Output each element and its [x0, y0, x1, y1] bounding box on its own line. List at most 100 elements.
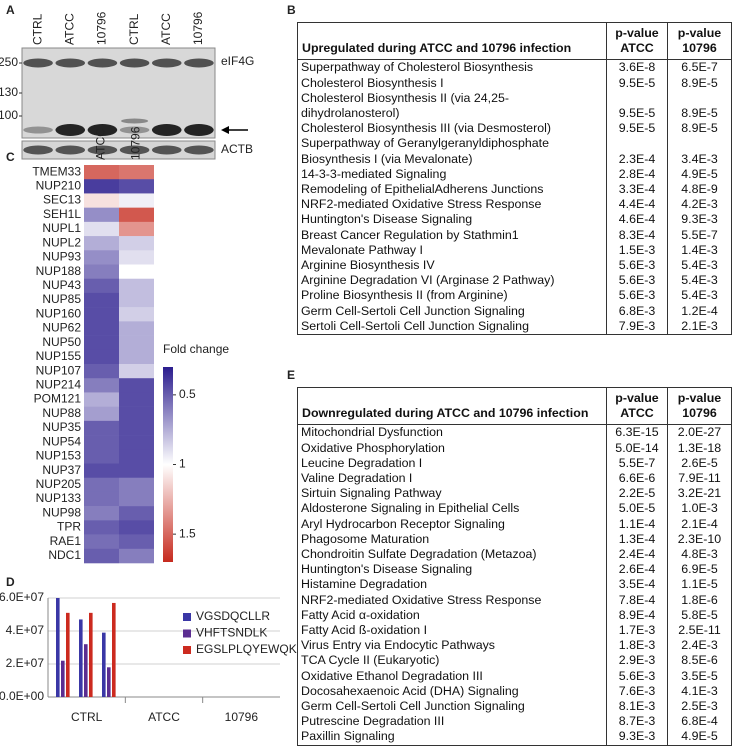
p-value: 6.3E-15 — [606, 424, 668, 441]
heat-cell — [84, 378, 119, 393]
pathway: Huntington's Disease Signaling — [301, 212, 473, 227]
row: Aryl Hydrocarbon Receptor Signaling 1.1E-… — [298, 516, 732, 532]
row-label: NUP107 — [36, 363, 82, 377]
header-row: Upregulated during ATCC and 10796 infect… — [297, 22, 732, 61]
p-value: 5.4E-3 — [667, 288, 732, 304]
p-value: 5.6E-3 — [606, 668, 668, 684]
row: Histamine Degradation 3.5E-4 1.1E-5 — [298, 577, 732, 593]
colorbar — [163, 367, 173, 562]
pathway: NRF2-mediated Oxidative Stress Response — [301, 197, 542, 212]
row: Virus Entry via Endocytic Pathways 1.8E-3… — [298, 638, 732, 654]
band — [55, 145, 86, 155]
arrow-head — [221, 126, 229, 134]
heat-cell — [119, 477, 154, 493]
lane-label: 10796 — [95, 11, 109, 45]
bar — [79, 619, 83, 697]
heat-cell — [119, 193, 154, 208]
heat-cell — [119, 506, 154, 521]
row: Cholesterol Biosynthesis II (via 24,25-d… — [298, 90, 732, 122]
row-label: RAE1 — [50, 534, 82, 548]
colorbar-tick-label: 1.5 — [179, 526, 196, 540]
header-row: Downregulated during ATCC and 10796 infe… — [297, 387, 732, 426]
p-value: 8.1E-3 — [606, 699, 668, 715]
p-value: 2.6E-4 — [606, 562, 668, 578]
blot-main — [21, 47, 216, 139]
pathway-table: Downregulated during ATCC and 10796 infe… — [297, 387, 732, 746]
p-value: 2.1E-4 — [667, 516, 732, 532]
heat-cell — [119, 491, 154, 507]
row-label: NUP155 — [36, 349, 82, 363]
p-value: 1.0E-3 — [667, 501, 732, 517]
legend-swatch — [183, 646, 191, 654]
p-value: 6.8E-3 — [606, 303, 668, 319]
legend-label: EGSLPLQYEWQK — [196, 642, 297, 656]
row-label: TMEM33 — [32, 164, 81, 178]
row: Docosahexaenoic Acid (DHA) Signaling 7.6E… — [298, 683, 732, 700]
heat-cell — [84, 534, 119, 550]
heat-cell — [84, 292, 119, 308]
panel-label: D — [6, 575, 15, 589]
p-value: 2.9E-3 — [606, 653, 668, 669]
heat-cell — [119, 406, 154, 422]
pathway: Sertoli Cell-Sertoli Cell Junction Signa… — [301, 318, 529, 333]
row: Germ Cell-Sertoli Cell Junction Signalin… — [298, 303, 732, 319]
p-value: 4.9E-5 — [667, 729, 732, 746]
p-value: 7.9E-3 — [606, 318, 668, 335]
p-value: 3.5E-5 — [667, 668, 732, 684]
heat-cell — [119, 349, 154, 365]
row: Sirtuin Signaling Pathway 2.2E-5 3.2E-21 — [298, 486, 732, 502]
lane-label: CTRL — [30, 13, 44, 45]
band — [87, 58, 118, 68]
bar — [84, 644, 88, 697]
row-label: TPR — [57, 520, 81, 534]
row: Phagosome Maturation 1.3E-4 2.3E-10 — [298, 531, 732, 548]
heat-cell — [119, 179, 154, 194]
heat-cell — [84, 307, 119, 322]
p-value: 3.3E-4 — [606, 182, 668, 198]
p-value: 5.4E-3 — [667, 273, 732, 289]
p-value: 5.0E-14 — [606, 440, 668, 456]
p-value: 9.5E-5 — [606, 121, 668, 137]
heat-cell — [119, 392, 154, 407]
pathway: Histamine Degradation — [301, 577, 428, 592]
row: Proline Biosynthesis II (from Arginine) 5… — [298, 288, 732, 304]
row: NRF2-mediated Oxidative Stress Response 7… — [298, 592, 732, 608]
p-value: 5.0E-5 — [606, 501, 668, 517]
y-tick-label: 4.E+07 — [6, 623, 45, 637]
p-value: 3.2E-21 — [667, 486, 732, 502]
band — [151, 58, 182, 68]
pathway: TCA Cycle II (Eukaryotic) — [301, 653, 440, 668]
lane-label: ATCC — [159, 13, 173, 45]
row-label: POM121 — [34, 392, 82, 406]
band — [151, 145, 182, 155]
row: Aldosterone Signaling in Epithelial Cell… — [298, 501, 732, 517]
pathway: 14-3-3-mediated Signaling — [301, 166, 447, 181]
heat-cell — [119, 534, 154, 550]
band — [184, 58, 214, 68]
header-cell: Downregulated during ATCC and 10796 infe… — [297, 387, 607, 426]
heat-cell — [84, 406, 119, 422]
pathway: Remodeling of EpithelialAdherens Junctio… — [301, 182, 544, 197]
band — [55, 124, 86, 136]
lane-label: 10796 — [191, 11, 205, 45]
p-value: 5.6E-3 — [606, 273, 668, 289]
row-label: NUP54 — [42, 434, 81, 448]
pathway: Superpathway of Cholesterol Biosynthesis — [301, 60, 534, 75]
p-value: 1.5E-3 — [606, 242, 668, 259]
heat-cell — [84, 548, 119, 564]
p-value: 5.5E-7 — [606, 455, 668, 472]
row-label: NUP210 — [36, 178, 82, 192]
p-value: 4.2E-3 — [667, 197, 732, 213]
row: Oxidative Ethanol Degradation III 5.6E-3 3… — [298, 668, 732, 684]
pathway: Mitochondrial Dysfunction — [301, 425, 443, 440]
p-value: 1.4E-3 — [667, 242, 732, 259]
heat-cell — [84, 335, 119, 351]
pathway: Mevalonate Pathway I — [301, 242, 423, 257]
heat-cell — [84, 364, 119, 379]
p-value: 9.5E-5 — [606, 75, 668, 91]
row-label: NUP43 — [42, 278, 81, 292]
row-label: SEC13 — [43, 193, 81, 207]
row-label: NUP98 — [42, 505, 81, 519]
p-value: 6.9E-5 — [667, 562, 732, 578]
